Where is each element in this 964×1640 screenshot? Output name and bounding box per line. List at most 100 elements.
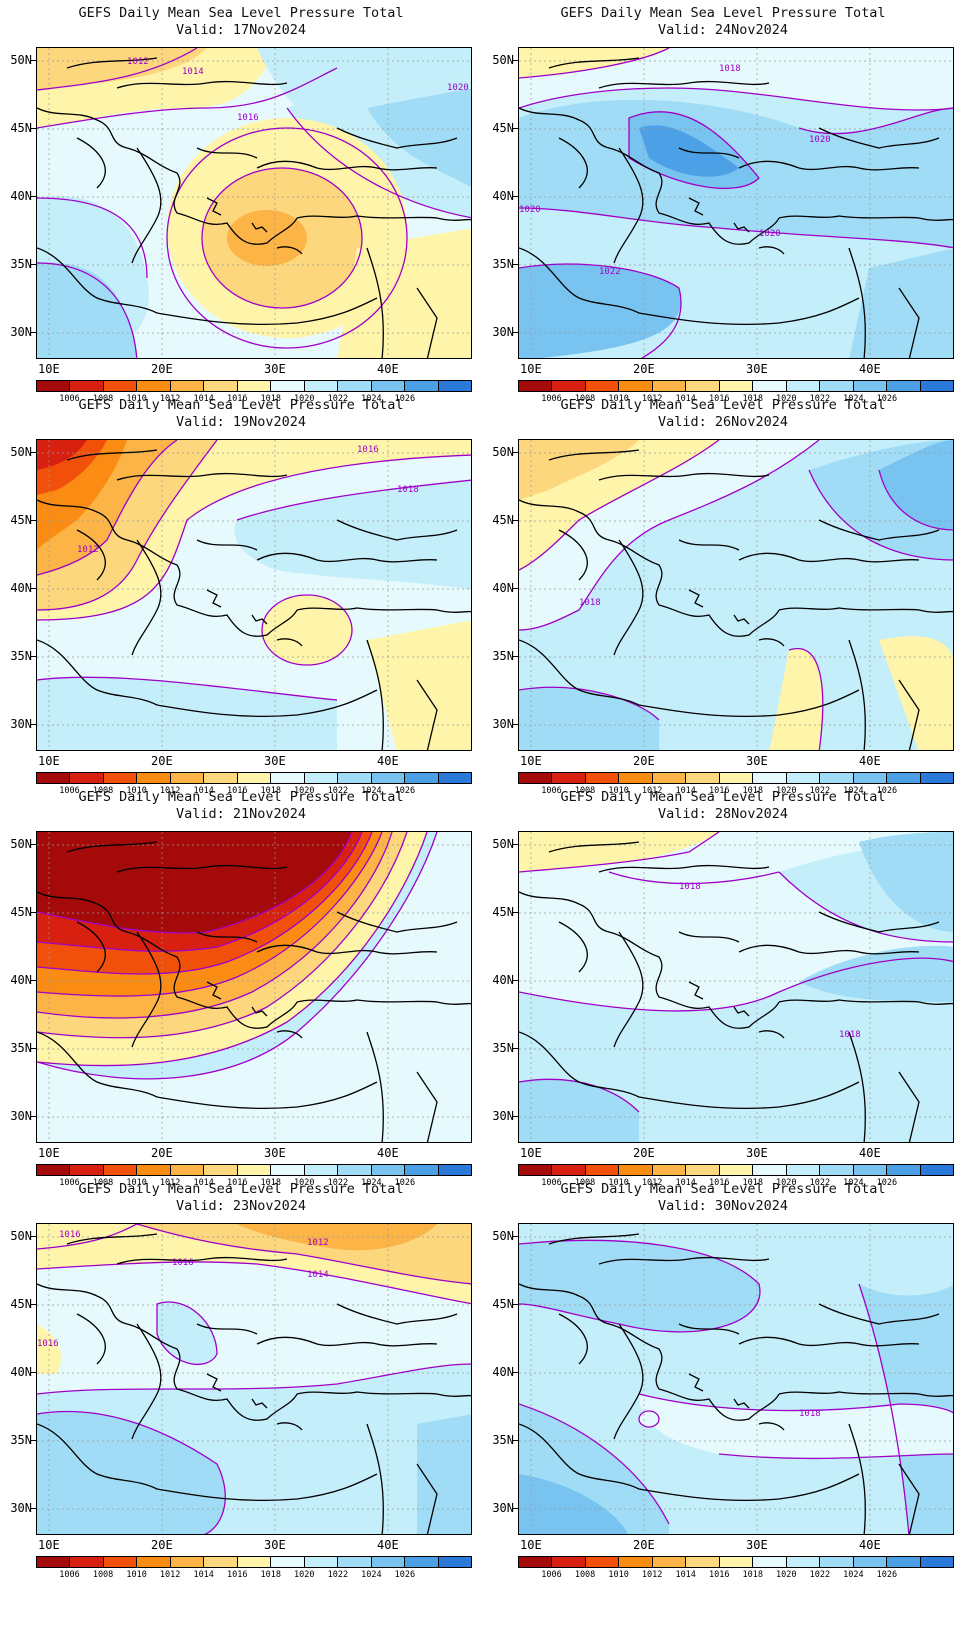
colorbar-swatch <box>237 773 272 783</box>
colorbar-label: 1014 <box>193 1178 214 1188</box>
map-frame: 1018 1018 <box>518 831 954 1143</box>
colorbar-label: 1010 <box>608 786 629 796</box>
lat-label: 35N <box>492 649 514 663</box>
lat-tick <box>512 724 518 725</box>
panel-valid-date: Valid: 26Nov2024 <box>657 414 789 430</box>
colorbar-swatch <box>304 773 339 783</box>
lat-label: 45N <box>10 121 32 135</box>
colorbar-swatch <box>786 1165 821 1175</box>
colorbar-swatch <box>170 381 205 391</box>
contour-label: 1018 <box>799 1409 821 1419</box>
lat-tick <box>30 912 36 913</box>
colorbar-swatch <box>405 381 439 391</box>
lon-label: 20E <box>151 362 173 376</box>
colorbar-swatch <box>786 773 821 783</box>
colorbar-swatch <box>887 1165 921 1175</box>
colorbar-label: 1016 <box>708 786 730 796</box>
lon-label: 30E <box>264 754 286 768</box>
colorbar-swatch <box>585 1165 620 1175</box>
contour-label: 1018 <box>719 64 741 74</box>
colorbar-label: 1012 <box>641 786 663 796</box>
colorbar-label: 1022 <box>809 786 831 796</box>
colorbar-label: 1010 <box>608 1570 629 1580</box>
lat-tick <box>30 980 36 981</box>
lat-tick <box>30 128 36 129</box>
colorbar <box>36 1556 472 1568</box>
colorbar-label: 1024 <box>361 1570 382 1580</box>
colorbar-swatch <box>371 381 406 391</box>
contour-label: 1020 <box>809 135 831 145</box>
lon-label: 40E <box>377 1146 399 1160</box>
colorbar-swatch <box>652 773 687 783</box>
colorbar-swatch <box>719 1557 754 1567</box>
lat-label: 35N <box>10 649 32 663</box>
lat-label: 45N <box>492 905 514 919</box>
colorbar-label: 1026 <box>394 1178 416 1188</box>
colorbar-label: 1026 <box>876 1178 898 1188</box>
map-frame: 1016 1016 1012 1014 1016 <box>36 1223 472 1535</box>
map-panel: GEFS Daily Mean Sea Level Pressure Total… <box>482 784 964 1194</box>
colorbar-label: 1014 <box>193 786 214 796</box>
lat-label: 40N <box>10 1365 32 1379</box>
lat-tick <box>30 60 36 61</box>
colorbar-swatch <box>585 381 620 391</box>
colorbar <box>518 380 954 392</box>
colorbar-label: 1010 <box>608 394 629 404</box>
lon-label: 20E <box>151 1538 173 1552</box>
contour-label: 1020 <box>447 83 469 93</box>
colorbar-swatch <box>137 1165 171 1175</box>
contour-label: 1022 <box>599 267 621 277</box>
colorbar-label: 1008 <box>574 1570 596 1580</box>
colorbar-swatch <box>271 1165 305 1175</box>
colorbar-swatch <box>619 773 653 783</box>
panel-valid-date: Valid: 24Nov2024 <box>657 22 789 38</box>
contour-label: 1014 <box>307 1270 329 1280</box>
colorbar-swatch <box>338 381 372 391</box>
lat-tick <box>512 1440 518 1441</box>
lat-tick <box>512 1372 518 1373</box>
panel-valid-date: Valid: 28Nov2024 <box>657 806 789 822</box>
lat-tick <box>512 332 518 333</box>
colorbar-swatch <box>519 773 553 783</box>
colorbar-swatch <box>887 1557 921 1567</box>
colorbar-label: 1024 <box>843 394 864 404</box>
colorbar-swatch <box>237 381 272 391</box>
colorbar-swatch <box>585 1557 620 1567</box>
colorbar-swatch <box>170 1557 205 1567</box>
colorbar-swatch <box>887 773 921 783</box>
colorbar-swatch <box>619 1557 653 1567</box>
colorbar-label: 1016 <box>226 1178 248 1188</box>
lat-label: 40N <box>492 1365 514 1379</box>
lon-label: 30E <box>264 1146 286 1160</box>
lon-label: 20E <box>633 754 655 768</box>
pressure-map <box>37 832 471 1142</box>
lon-label: 10E <box>38 754 60 768</box>
colorbar-swatch <box>820 381 854 391</box>
panel-valid-date: Valid: 17Nov2024 <box>175 22 307 38</box>
colorbar-label: 1012 <box>159 1570 181 1580</box>
lat-label: 30N <box>492 1109 514 1123</box>
colorbar-swatch <box>920 381 954 391</box>
contour-label: 1016 <box>357 445 379 455</box>
lat-label: 45N <box>492 121 514 135</box>
lat-tick <box>30 588 36 589</box>
colorbar-label: 1008 <box>574 786 596 796</box>
lat-label: 30N <box>10 325 32 339</box>
colorbar-swatch <box>70 1557 104 1567</box>
colorbar-label: 1020 <box>294 786 315 796</box>
colorbar-label: 1020 <box>776 1178 797 1188</box>
colorbar-swatch <box>786 381 821 391</box>
lat-label: 45N <box>10 513 32 527</box>
colorbar-swatch <box>37 773 71 783</box>
colorbar-label: 1010 <box>126 1178 147 1188</box>
colorbar-label: 1006 <box>541 1178 562 1188</box>
colorbar-swatch <box>70 1165 104 1175</box>
lat-tick <box>512 60 518 61</box>
colorbar-label: 1008 <box>574 394 596 404</box>
lon-label: 10E <box>520 362 542 376</box>
colorbar-label: 1016 <box>708 1178 730 1188</box>
colorbar-label: 1018 <box>260 394 282 404</box>
lon-label: 40E <box>377 754 399 768</box>
colorbar-label: 1020 <box>294 1178 315 1188</box>
pressure-map: 1012 1014 1016 1020 <box>37 48 471 358</box>
